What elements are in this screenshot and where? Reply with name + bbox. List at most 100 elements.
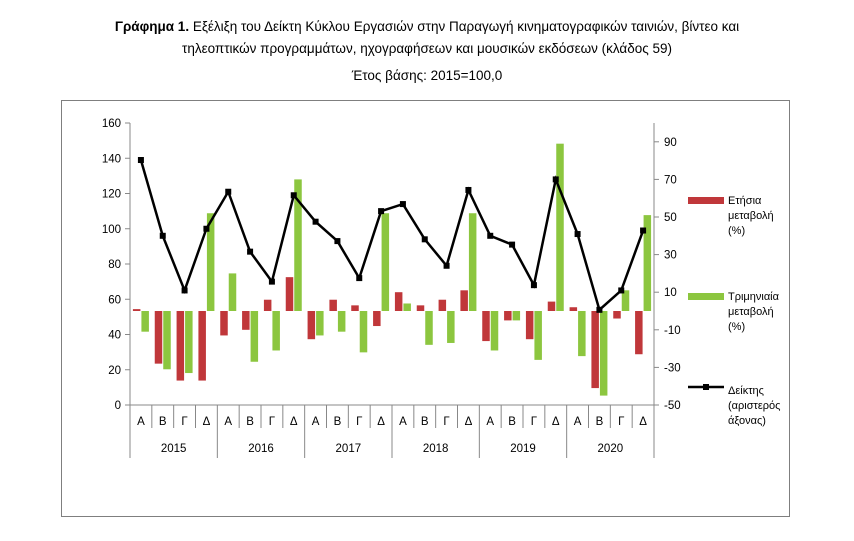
right-tick-label: -30: [664, 362, 681, 374]
quarterly-bar: [228, 273, 237, 311]
left-tick-label: 160: [102, 118, 121, 130]
index-point: [465, 186, 472, 193]
chart-axes: 0 20 40 60 80 100 120 140 160 -50 -30 -10 10 30 50 70 90…: [102, 118, 681, 458]
quarter-label: Β: [159, 416, 167, 428]
quarter-label: Γ: [356, 416, 363, 428]
quarter-label: Γ: [443, 416, 450, 428]
index-point: [181, 287, 188, 294]
index-point: [159, 232, 166, 239]
quarter-label: Α: [486, 416, 494, 428]
base-year-label: Έτος βάσης: 2015=100,0: [351, 68, 503, 83]
quarter-label: Β: [508, 416, 516, 428]
chart-title: Γράφημα 1. Εξέλιξη του Δείκτη Κύκλου Εργ…: [0, 16, 854, 60]
quarterly-bar: [250, 311, 259, 362]
legend-label-annual: (%): [728, 225, 745, 237]
index-point: [509, 241, 516, 248]
legend-label-index: Δείκτης: [728, 385, 764, 397]
quarter-label: Δ: [203, 416, 211, 428]
annual-bar: [154, 311, 163, 364]
index-point: [487, 232, 494, 239]
index-point: [443, 262, 450, 269]
quarterly-bar: [185, 311, 193, 374]
annual-bar: [132, 309, 141, 311]
quarterly-change-bars: [141, 143, 652, 396]
annual-bar: [394, 292, 403, 311]
index-point: [137, 157, 144, 164]
quarter-label: Γ: [531, 416, 538, 428]
quarter-label: Β: [334, 416, 342, 428]
year-label: 2016: [248, 443, 274, 455]
annual-bar: [635, 311, 643, 355]
index-point: [596, 306, 603, 313]
index-point: [225, 188, 232, 195]
index-point: [334, 238, 341, 245]
annual-bar: [613, 311, 621, 319]
quarterly-bar: [337, 311, 346, 332]
index-line: [137, 157, 647, 313]
left-tick-label: 20: [108, 365, 121, 377]
index-polyline: [139, 159, 645, 313]
quarter-label: Β: [596, 416, 604, 428]
chart-title-number: Γράφημα 1.: [114, 19, 190, 34]
chart-title-line2: τηλεοπτικών προγραμμάτων, ηχογραφήσεων κ…: [181, 41, 673, 56]
index-point: [421, 236, 428, 243]
annual-bar: [569, 307, 578, 311]
quarterly-bar: [578, 311, 586, 357]
annual-bar: [438, 299, 447, 311]
annual-bar: [351, 305, 359, 311]
quarterly-bar: [381, 213, 390, 311]
quarter-label: Δ: [290, 416, 298, 428]
index-point: [552, 176, 559, 183]
quarterly-bar: [272, 311, 280, 351]
quarter-label: Δ: [639, 416, 647, 428]
quarterly-bar: [403, 303, 411, 311]
index-point: [618, 287, 625, 294]
quarter-label: Γ: [181, 416, 188, 428]
left-tick-label: 40: [108, 330, 121, 342]
left-tick-label: 80: [108, 259, 121, 271]
index-point: [378, 208, 385, 215]
quarter-label: Β: [421, 416, 429, 428]
quarterly-bar: [294, 179, 302, 311]
chart-title-line1: Εξέλιξη του Δείκτη Κύκλου Εργασιών στην …: [189, 19, 740, 34]
annual-bar: [547, 301, 556, 311]
left-tick-label: 120: [102, 189, 121, 201]
quarter-label: Δ: [552, 416, 560, 428]
quarterly-bar: [163, 311, 171, 370]
legend-label-quarterly: (%): [728, 321, 745, 333]
annual-bar: [416, 305, 425, 311]
index-point: [203, 225, 210, 232]
left-tick-label: 140: [102, 153, 121, 165]
year-label: 2018: [423, 443, 449, 455]
quarterly-bar: [621, 290, 630, 311]
annual-bar: [460, 290, 468, 311]
legend-label-annual: μεταβολή: [728, 210, 774, 222]
index-point: [312, 218, 319, 225]
legend-swatch-index-marker: [703, 384, 709, 390]
legend-label-index: (αριστερός: [728, 400, 780, 412]
right-tick-label: 30: [664, 250, 677, 262]
quarterly-bar: [447, 311, 455, 343]
right-tick-label: 70: [664, 174, 677, 186]
annual-bar: [504, 311, 512, 321]
annual-bar: [242, 311, 250, 330]
right-tick-label: 90: [664, 137, 677, 149]
annual-bar: [482, 311, 490, 342]
year-label: 2020: [598, 443, 624, 455]
quarterly-bar: [490, 311, 499, 351]
index-point: [399, 201, 406, 208]
legend-label-annual: Ετήσια: [728, 195, 762, 207]
legend-label-quarterly: μεταβολή: [728, 306, 774, 318]
left-tick-label: 0: [115, 400, 121, 412]
index-point: [356, 275, 363, 282]
quarterly-bar: [512, 311, 521, 321]
chart-legend: Ετήσια μεταβολή (%) Τριμηνιαία μεταβολή (%) Δε…: [688, 195, 780, 427]
annual-bar: [329, 299, 337, 311]
quarter-label: Α: [312, 416, 320, 428]
quarterly-bar: [534, 311, 542, 360]
legend-label-quarterly: Τριμηνιαία: [728, 291, 780, 303]
year-label: 2019: [510, 443, 536, 455]
quarterly-bar: [425, 311, 433, 345]
legend-swatch-quarterly: [688, 293, 724, 300]
